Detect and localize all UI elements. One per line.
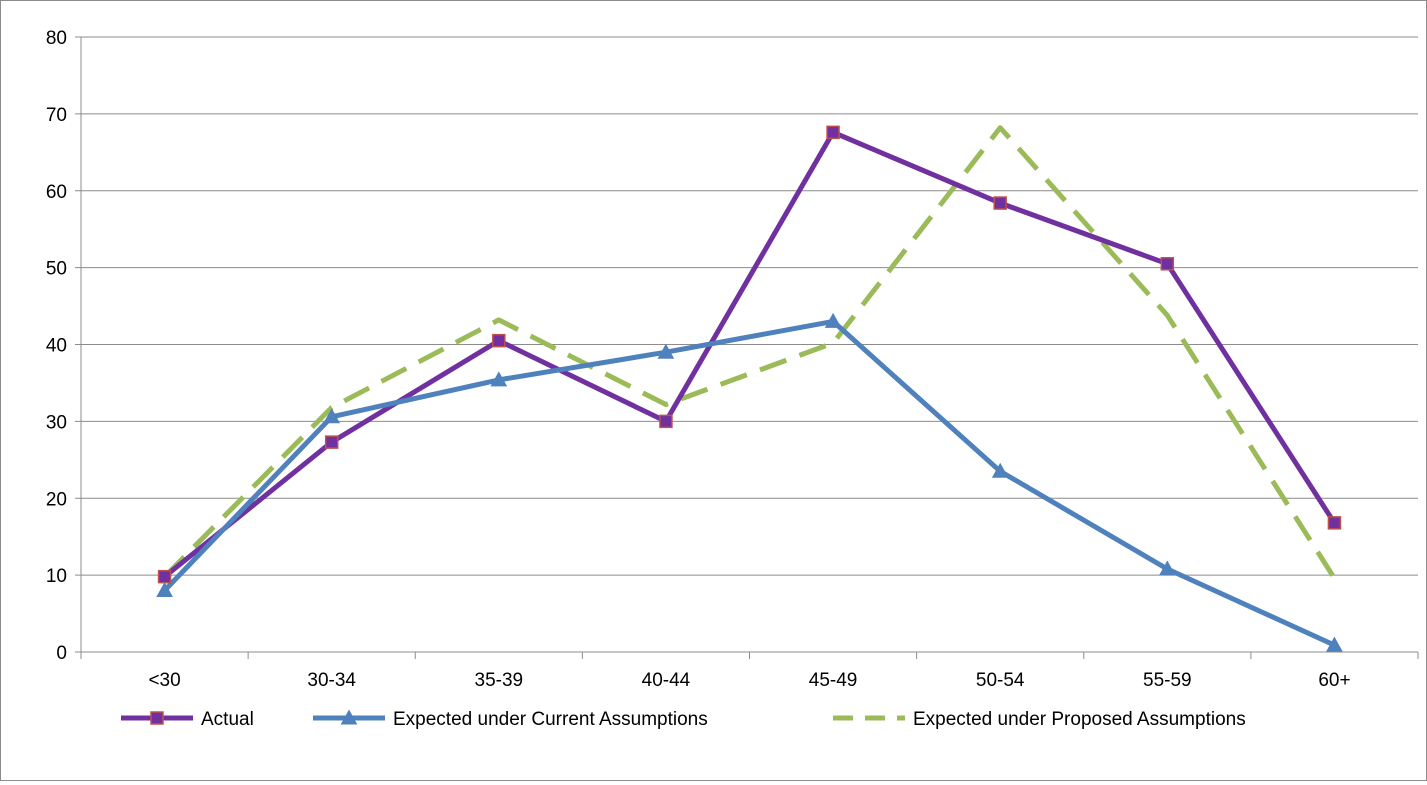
data-point [492,333,506,348]
gridlines [81,36,1418,576]
data-point [993,196,1007,210]
series [156,125,1343,652]
x-tick-label: 55-59 [1143,670,1192,691]
y-tick-label: 80 [46,28,67,49]
legend: Actual Expected under Current Assumptions… [121,709,1246,730]
y-tick-label: 70 [46,105,67,126]
y-tick-label: 30 [46,412,67,433]
y-tick-label: 0 [56,643,67,664]
x-tick-label: 60+ [1318,670,1350,691]
y-tick-label: 20 [46,489,67,510]
x-tick-label: 35-39 [475,670,524,691]
x-tick-label: 50-54 [976,670,1025,691]
data-point [156,581,173,597]
x-tick-label: 45-49 [809,670,858,691]
data-point [157,569,172,584]
data-point [1158,560,1176,576]
series-line-2 [162,125,1337,580]
data-point [323,408,341,424]
data-point [1160,257,1175,271]
y-tick-label: 50 [46,259,67,280]
legend-label: Expected under Proposed Assumptions [913,709,1246,730]
data-point [991,462,1009,478]
data-point [1327,516,1342,530]
legend-label: Actual [201,709,254,730]
data-point [324,435,339,449]
data-point [824,312,842,328]
data-point [826,125,840,140]
axes: 0 10 20 30 40 50 60 70 80 <30 30-34 35-39 40-44 45-49… [46,28,1419,691]
y-tick-label: 60 [46,182,67,203]
data-point [1326,636,1343,652]
data-point [657,343,675,359]
legend-marker [150,711,164,725]
y-tick-label: 40 [46,336,67,357]
x-tick-label: 40-44 [642,670,691,691]
legend-marker [340,709,358,725]
series-line-0 [163,129,1337,579]
data-point [659,414,673,429]
y-tick-label: 10 [46,566,67,587]
x-tick-label: <30 [148,670,180,691]
series-line-1 [162,318,1336,648]
legend-label: Expected under Current Assumptions [393,709,708,730]
x-tick-label: 30-34 [307,670,356,691]
data-point [490,371,508,387]
